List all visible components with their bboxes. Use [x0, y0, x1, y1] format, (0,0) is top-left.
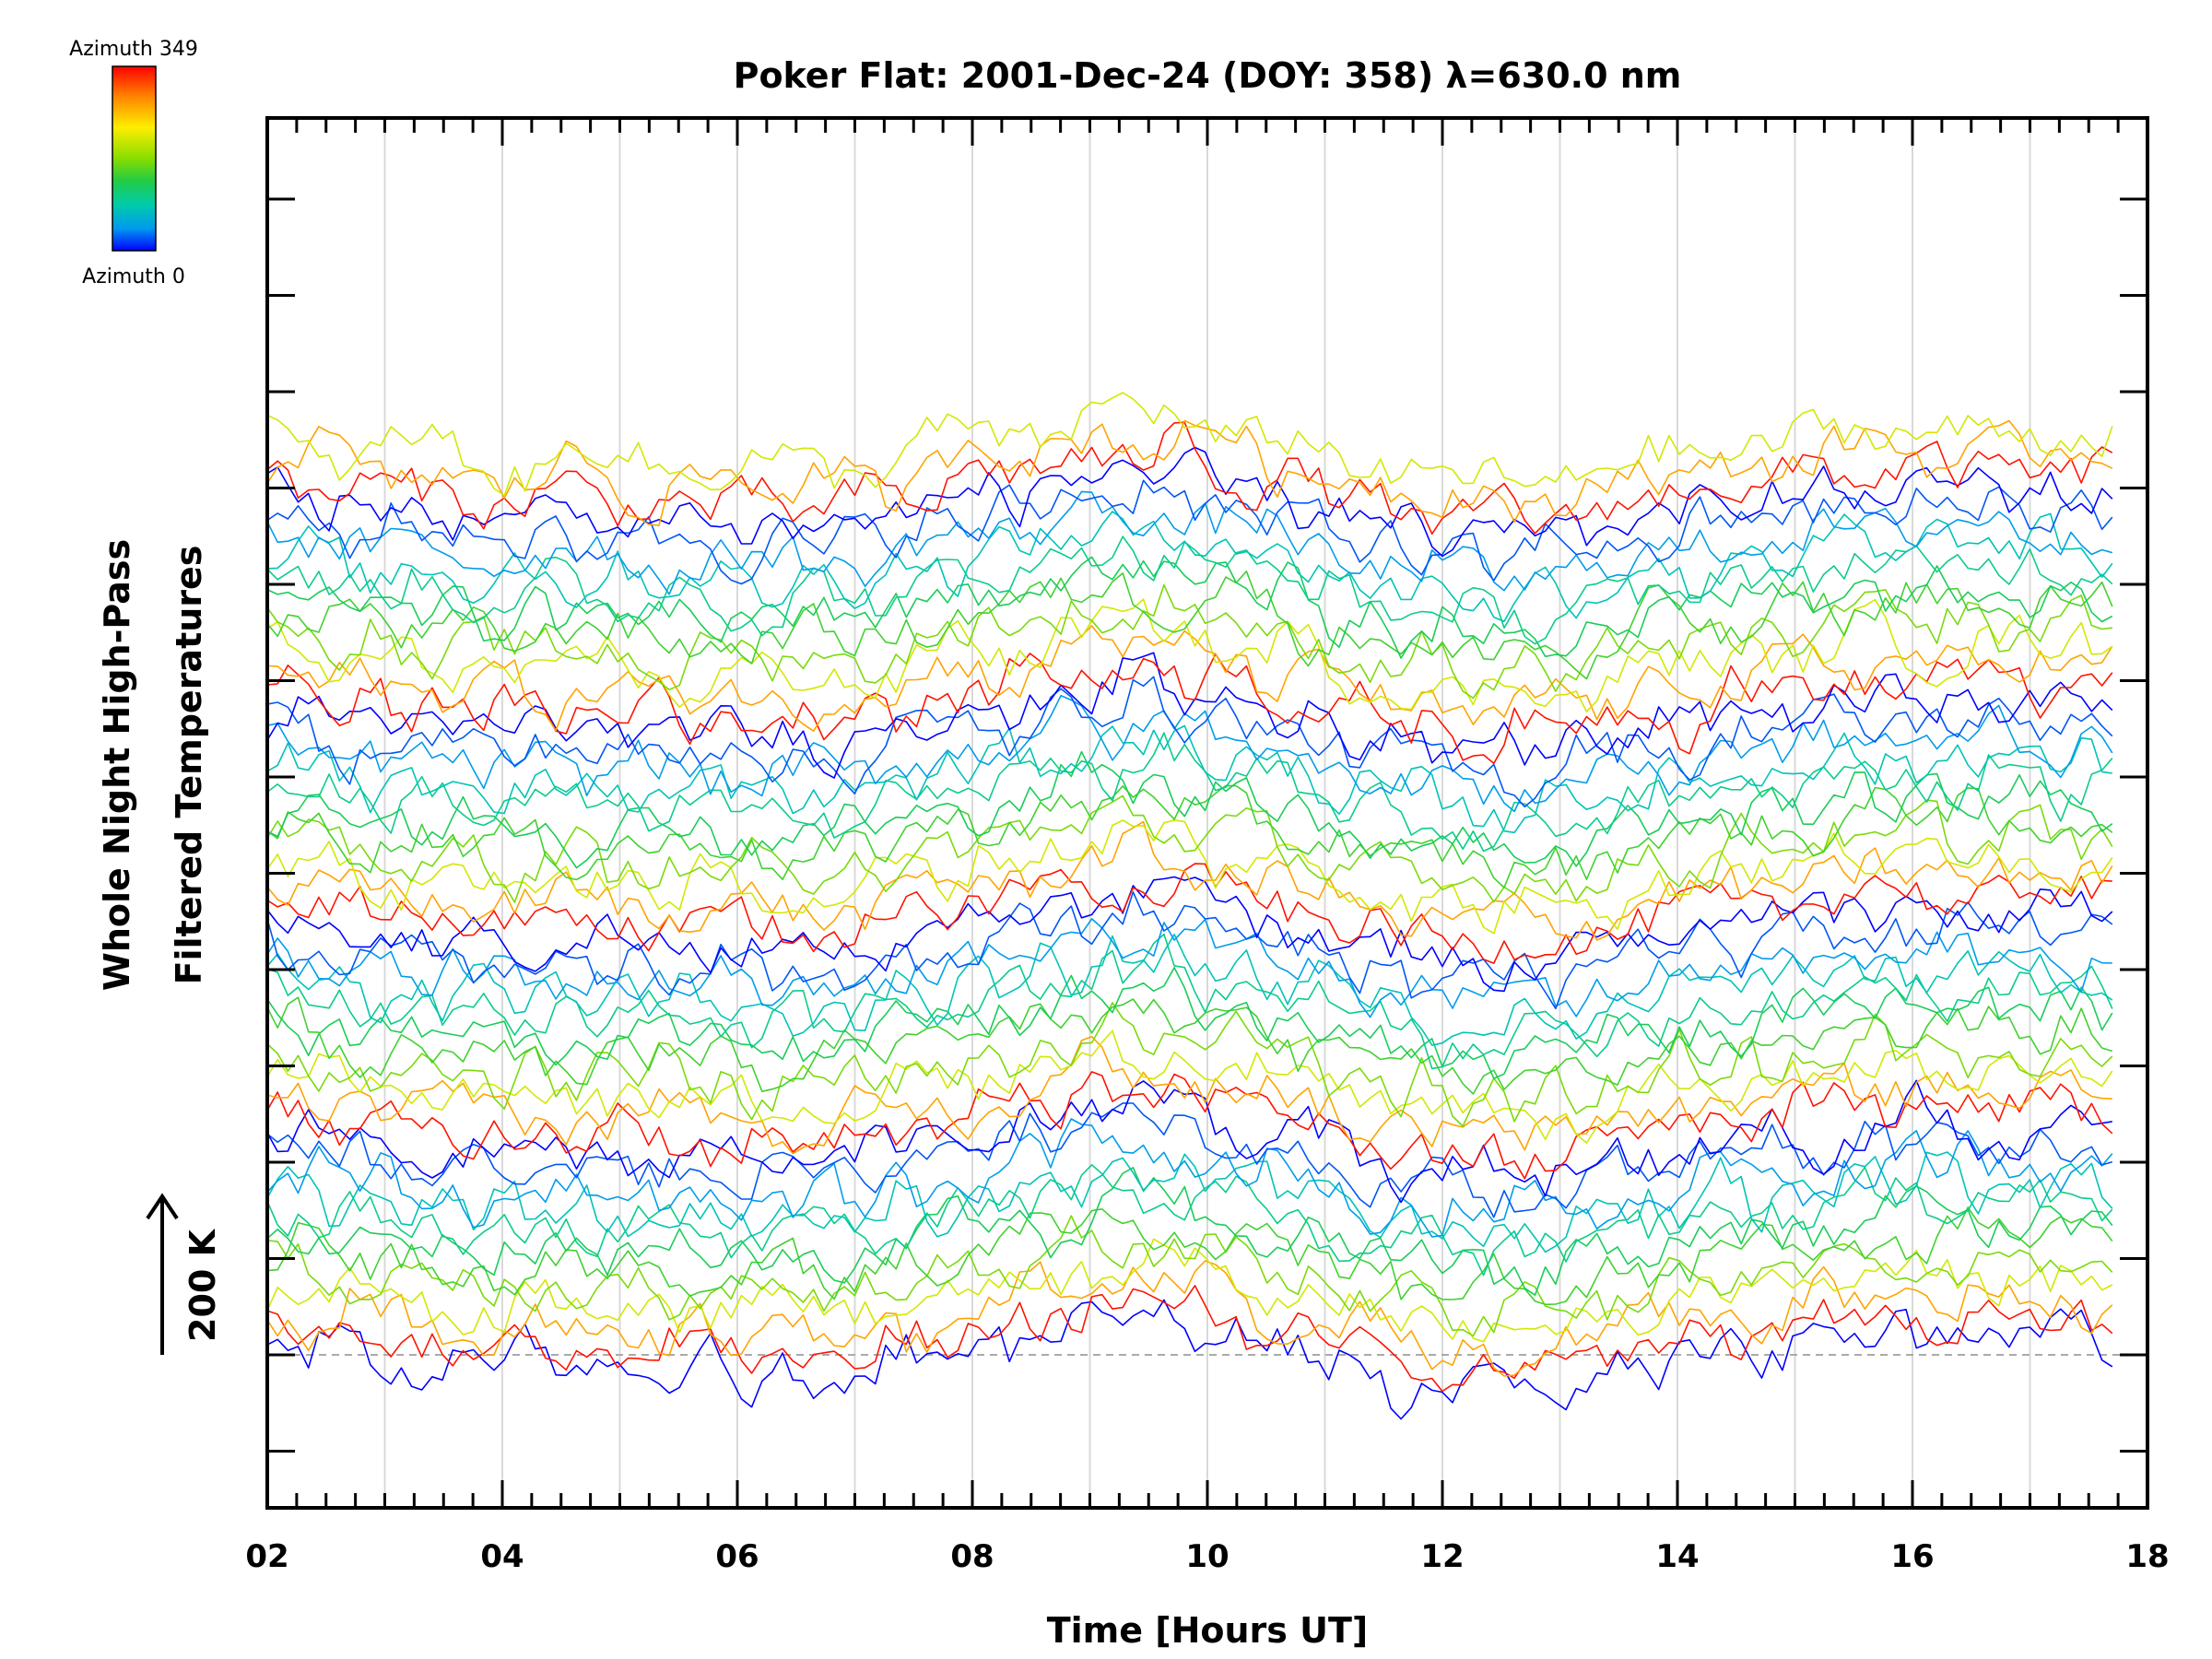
series-line-2 [267, 1285, 2113, 1393]
series-line-17 [267, 996, 2113, 1095]
series-line-1 [267, 1299, 2113, 1420]
series-line-28 [267, 784, 2113, 888]
x-tick-label: 14 [1655, 1538, 1699, 1575]
scale-label: 200 K [182, 1228, 223, 1342]
series-line-7 [267, 1167, 2113, 1296]
series-line-20 [267, 934, 2113, 1046]
x-tick-label: 08 [950, 1538, 994, 1575]
axis-ticks [265, 118, 2149, 1508]
series-line-13 [267, 1071, 2113, 1180]
series-line-45 [267, 446, 2113, 558]
series-line-21 [267, 918, 2112, 1018]
series-line-25 [267, 820, 2113, 941]
series-line-42 [267, 511, 2113, 622]
series-line-29 [267, 750, 2113, 869]
series-line-46 [267, 421, 2113, 535]
series-line-44 [267, 479, 2113, 585]
series-line-3 [267, 1260, 2113, 1377]
series-lines [267, 392, 2113, 1420]
series-line-39 [267, 571, 2113, 680]
series-line-35 [267, 653, 2113, 765]
colorbar-bottom-label: Azimuth 0 [82, 265, 185, 288]
series-line-18 [267, 967, 2113, 1079]
series-line-24 [267, 863, 2112, 964]
series-line-26 [267, 819, 2113, 935]
series-line-4 [267, 1238, 2113, 1343]
series-line-6 [267, 1206, 2113, 1306]
x-tick-label: 16 [1890, 1538, 1934, 1575]
series-line-15 [267, 1030, 2113, 1144]
y-axis-label-line1: Whole Night High-Pass [97, 539, 137, 991]
series-line-23 [267, 876, 2113, 993]
series-line-30 [267, 732, 2113, 853]
x-tick-label: 02 [245, 1538, 288, 1575]
series-line-22 [267, 891, 2113, 1010]
series-line-32 [267, 694, 2113, 813]
x-tick-label: 04 [480, 1538, 524, 1575]
series-line-16 [267, 1002, 2113, 1127]
series-line-27 [267, 794, 2113, 903]
series-line-10 [267, 1118, 2113, 1238]
series-line-38 [267, 583, 2112, 700]
series-line-11 [267, 1102, 2113, 1218]
scale-arrow [146, 1193, 179, 1355]
series-line-31 [267, 724, 2112, 834]
series-line-47 [267, 419, 2113, 526]
grid-lines [267, 118, 2147, 1508]
y-axis-label-line2: Filtered Temperatures [169, 546, 209, 985]
series-line-12 [267, 1079, 2112, 1204]
plot-frame [265, 116, 2149, 1510]
colorbar-top-label: Azimuth 349 [69, 38, 198, 61]
series-line-5 [267, 1215, 2113, 1337]
x-tick-label: 06 [715, 1538, 759, 1575]
series-line-41 [267, 535, 2113, 645]
series-line-9 [267, 1151, 2113, 1253]
colorbar-gradient [112, 65, 157, 252]
series-line-8 [267, 1164, 2113, 1277]
x-tick-labels: 02 04 06 08 10 12 14 16 18 [245, 1538, 2169, 1575]
series-line-14 [267, 1036, 2112, 1155]
series-line-48 [267, 392, 2113, 497]
x-tick-label: 12 [1420, 1538, 1464, 1575]
series-line-37 [267, 598, 2113, 712]
colorbar: Azimuth 349 Azimuth 0 [69, 38, 198, 288]
series-line-34 [267, 652, 2113, 779]
x-axis-label: Time [Hours UT] [1047, 1610, 1369, 1651]
x-tick-label: 18 [2125, 1538, 2169, 1575]
x-tick-label: 10 [1185, 1538, 1229, 1575]
series-line-36 [267, 625, 2113, 732]
series-line-33 [267, 676, 2113, 808]
chart-title: Poker Flat: 2001-Dec-24 (DOY: 358) λ=630… [734, 55, 1682, 96]
